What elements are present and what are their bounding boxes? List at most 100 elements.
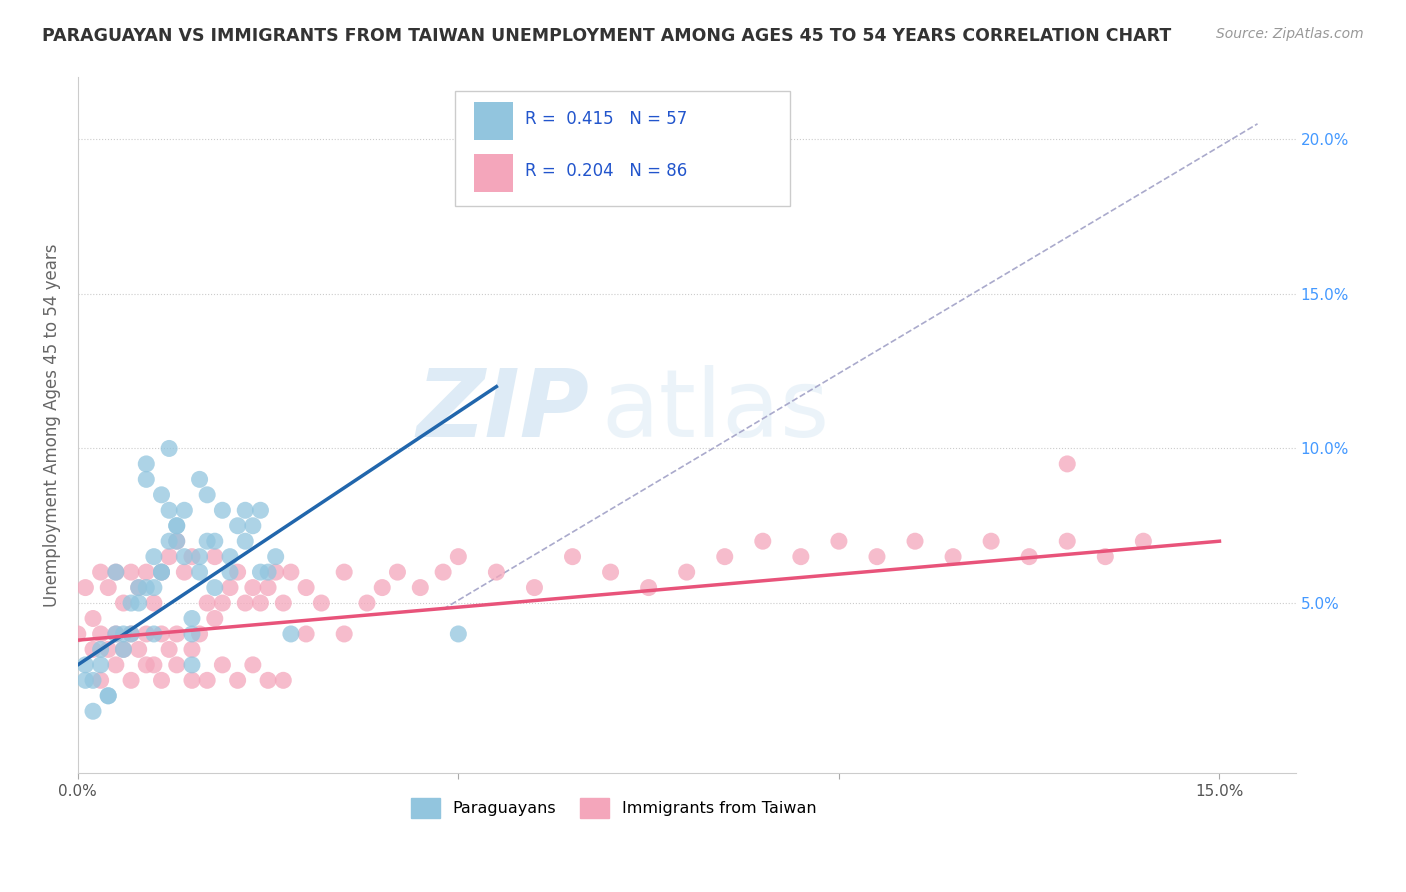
Point [181, 642, 204, 657]
Point [904, 534, 927, 549]
Point [142, 549, 165, 564]
Point [112, 596, 135, 610]
Point [104, 565, 127, 579]
Point [828, 534, 851, 549]
Point [523, 178, 546, 193]
Point [195, 596, 218, 610]
Point [157, 503, 180, 517]
Point [371, 581, 394, 595]
Point [112, 627, 135, 641]
Point [188, 549, 211, 564]
Point [188, 472, 211, 486]
Point [150, 488, 173, 502]
Point [637, 581, 659, 595]
Point [333, 627, 356, 641]
Point [97, 581, 120, 595]
Point [188, 627, 211, 641]
Point [142, 657, 165, 672]
Point [257, 565, 280, 579]
Point [204, 549, 226, 564]
Point [150, 673, 173, 688]
Point [82, 673, 104, 688]
Point [150, 627, 173, 641]
FancyBboxPatch shape [456, 91, 790, 206]
Point [713, 549, 735, 564]
Point [1132, 534, 1154, 549]
Point [135, 472, 157, 486]
Point [257, 673, 280, 688]
Y-axis label: Unemployment Among Ages 45 to 54 years: Unemployment Among Ages 45 to 54 years [44, 244, 60, 607]
Point [188, 565, 211, 579]
Point [135, 657, 157, 672]
Point [980, 534, 1002, 549]
Point [211, 503, 233, 517]
Point [90, 627, 112, 641]
Point [264, 549, 287, 564]
Point [204, 534, 226, 549]
Point [295, 581, 318, 595]
Point [311, 596, 333, 610]
Point [204, 611, 226, 625]
Point [173, 565, 195, 579]
Point [447, 549, 470, 564]
Point [409, 581, 432, 595]
Point [219, 565, 242, 579]
Point [233, 596, 256, 610]
Point [333, 565, 356, 579]
Point [166, 534, 188, 549]
Point [120, 627, 142, 641]
Point [90, 565, 112, 579]
Point [195, 673, 218, 688]
Point [157, 642, 180, 657]
Point [90, 673, 112, 688]
Point [1056, 457, 1078, 471]
Point [211, 596, 233, 610]
Point [150, 565, 173, 579]
Point [97, 642, 120, 657]
Point [242, 657, 264, 672]
Point [120, 673, 142, 688]
Point [181, 657, 204, 672]
Point [104, 565, 127, 579]
Point [104, 627, 127, 641]
Point [166, 534, 188, 549]
Point [90, 657, 112, 672]
Point [120, 596, 142, 610]
Point [432, 565, 454, 579]
Point [1094, 549, 1116, 564]
Point [181, 627, 204, 641]
Text: R =  0.204   N = 86: R = 0.204 N = 86 [524, 162, 688, 180]
Point [157, 549, 180, 564]
Point [280, 565, 302, 579]
Point [242, 518, 264, 533]
Point [135, 627, 157, 641]
Point [120, 565, 142, 579]
Point [219, 549, 242, 564]
Point [866, 549, 889, 564]
Point [75, 673, 97, 688]
Point [120, 627, 142, 641]
Text: Source: ZipAtlas.com: Source: ZipAtlas.com [1216, 27, 1364, 41]
Point [1056, 534, 1078, 549]
Point [752, 534, 775, 549]
Point [128, 581, 150, 595]
Point [157, 442, 180, 456]
Point [226, 673, 249, 688]
Point [523, 581, 546, 595]
Point [211, 657, 233, 672]
Point [242, 581, 264, 595]
Point [233, 534, 256, 549]
Point [135, 565, 157, 579]
Point [942, 549, 965, 564]
Point [280, 627, 302, 641]
Text: R =  0.415   N = 57: R = 0.415 N = 57 [524, 111, 688, 128]
Point [128, 642, 150, 657]
Text: atlas: atlas [602, 366, 830, 458]
Text: ZIP: ZIP [416, 366, 589, 458]
Point [181, 549, 204, 564]
Point [150, 565, 173, 579]
Point [97, 689, 120, 703]
Point [150, 565, 173, 579]
Point [249, 503, 271, 517]
Point [447, 627, 470, 641]
